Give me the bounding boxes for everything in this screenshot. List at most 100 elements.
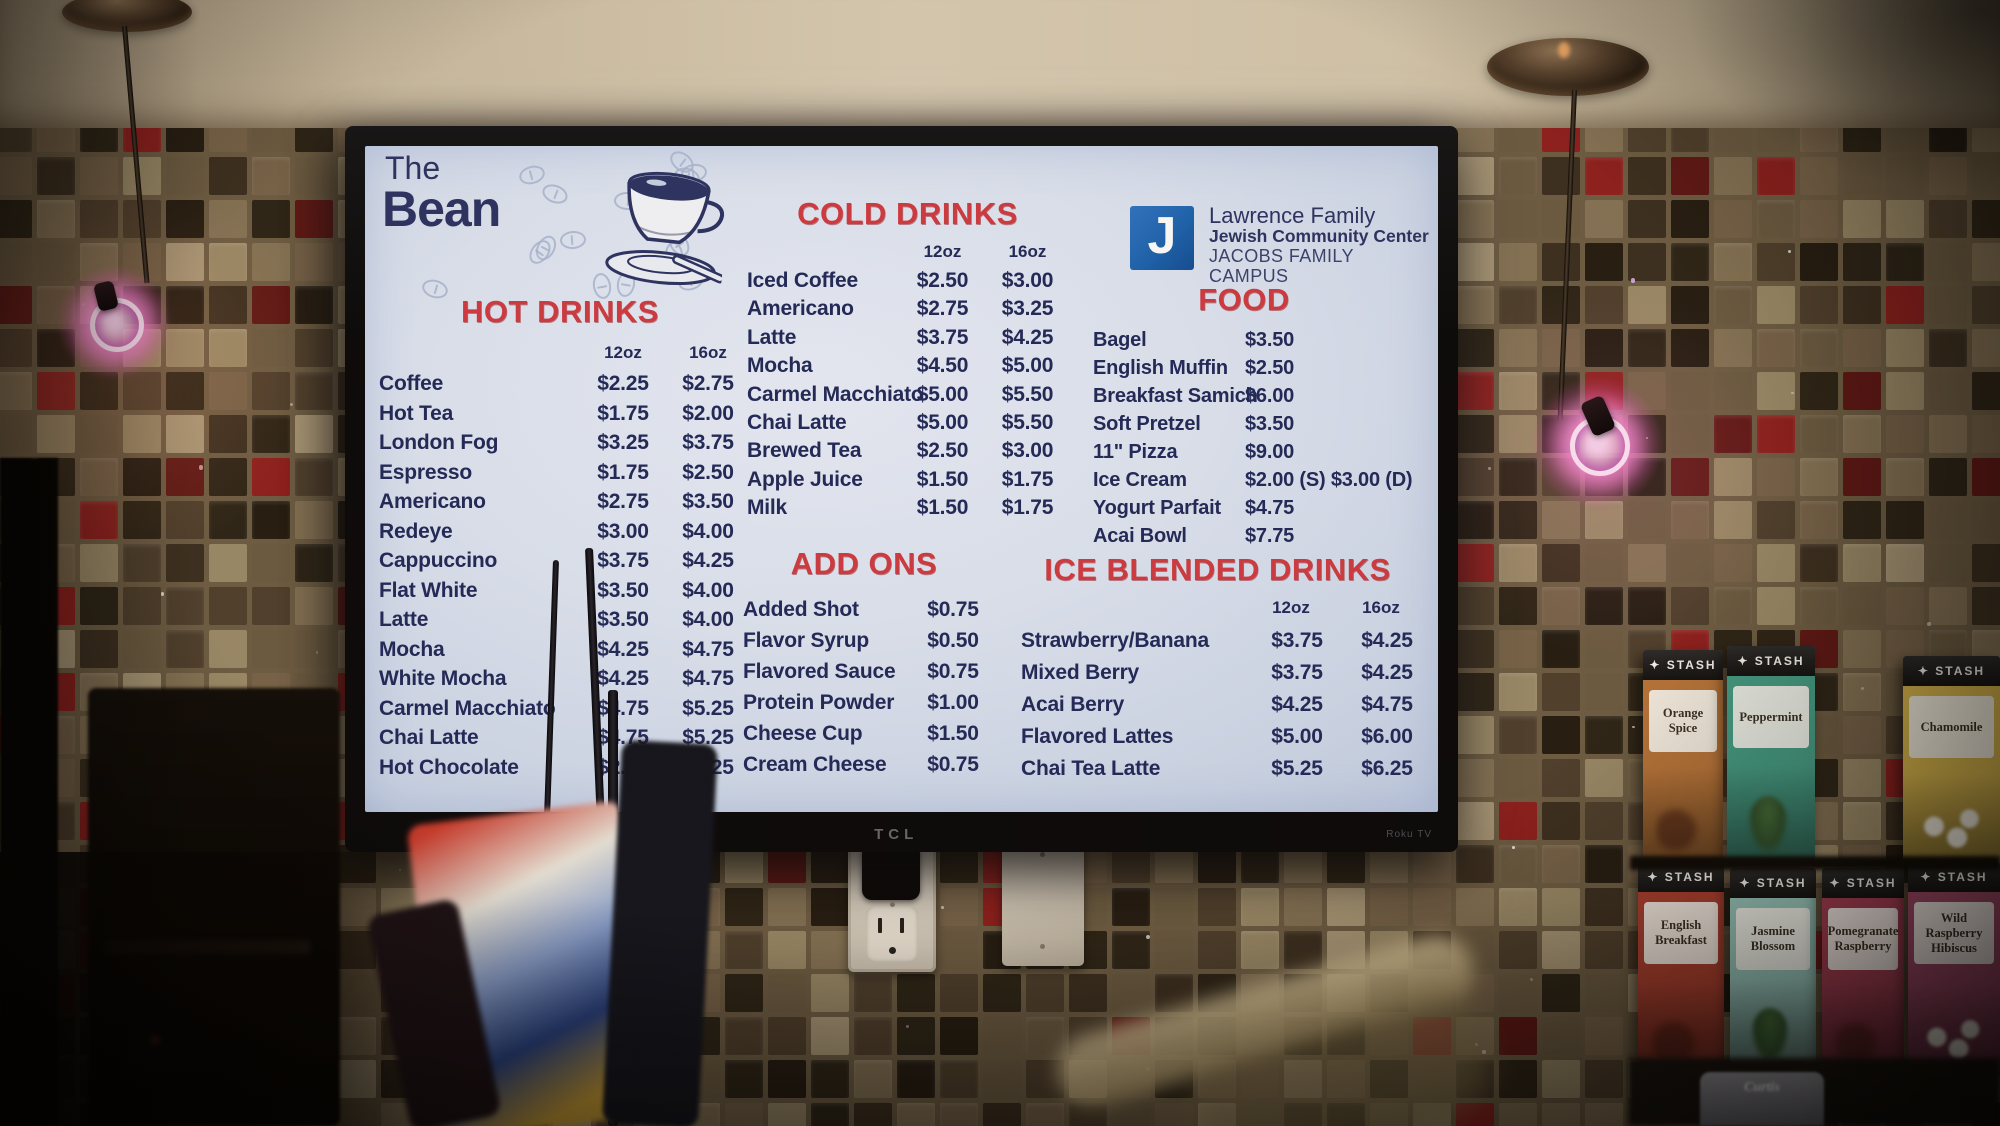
tile-sparkle — [160, 592, 165, 596]
stash-brand-band: ✦ STASH — [1643, 650, 1723, 680]
mosaic-tile — [295, 243, 333, 281]
mosaic-tile — [1499, 458, 1537, 496]
item-name: Strawberry/Banana — [1021, 629, 1210, 652]
mosaic-tile — [123, 544, 161, 582]
menu-item-row: Americano $2.75 $3.25 — [735, 295, 1080, 323]
mosaic-tile — [0, 157, 32, 195]
mosaic-tile — [1112, 1060, 1150, 1098]
mosaic-tile — [1843, 243, 1881, 281]
mosaic-tile — [80, 544, 118, 582]
section-title: COLD DRINKS — [797, 196, 1018, 231]
mosaic-tile — [1671, 544, 1709, 582]
mosaic-tile — [1112, 1017, 1150, 1055]
menu-item-row: Chai Latte $5.00 $5.50 — [735, 409, 1080, 437]
mosaic-tile — [1542, 716, 1580, 754]
item-price: $1.75 — [1001, 496, 1054, 520]
mosaic-tile — [1370, 1017, 1408, 1055]
jcc-text: Lawrence Family Jewish Community Center … — [1209, 204, 1435, 286]
mosaic-tile — [1241, 1017, 1279, 1055]
item-price: $2.75 — [916, 297, 969, 321]
mosaic-tile — [1886, 415, 1924, 453]
mosaic-tile — [80, 587, 118, 625]
size-12oz: 12oz — [923, 242, 962, 261]
item-price: $4.50 — [916, 354, 969, 378]
menu-item-row: Breakfast Samich $6.00 — [1093, 382, 1395, 410]
tea-flavor-label: Wild Raspberry Hibiscus — [1914, 902, 1994, 964]
stash-brand-band: ✦ STASH — [1903, 656, 2000, 686]
mosaic-tile — [1413, 974, 1451, 1012]
mosaic-tile — [80, 157, 118, 195]
item-price: $4.75 — [1245, 497, 1295, 519]
mosaic-tile — [768, 888, 806, 926]
mosaic-tile — [1284, 888, 1322, 926]
mosaic-tile — [1542, 544, 1580, 582]
mosaic-tile — [1069, 974, 1107, 1012]
mosaic-tile — [1585, 329, 1623, 367]
mosaic-tile — [1499, 888, 1537, 926]
mosaic-tile — [295, 329, 333, 367]
item-price: $5.00 — [1001, 354, 1054, 378]
menu-item-row: Apple Juice $1.50 $1.75 — [735, 466, 1080, 494]
mosaic-tile — [1886, 200, 1924, 238]
mosaic-tile — [209, 243, 247, 281]
mosaic-tile — [1542, 1017, 1580, 1055]
mosaic-tile — [1069, 1017, 1107, 1055]
mosaic-tile — [811, 888, 849, 926]
item-price: $3.00 — [1001, 439, 1054, 463]
mosaic-tile — [295, 544, 333, 582]
stash-tea-box: ✦ STASH Pomegranate Raspberry — [1822, 868, 1904, 1073]
item-price: $2.50 — [1245, 357, 1295, 379]
mosaic-tile — [725, 974, 763, 1012]
item-price: $1.75 — [1001, 467, 1054, 491]
mosaic-tile — [1671, 329, 1709, 367]
mosaic-tile — [252, 372, 290, 410]
mosaic-tile — [768, 1060, 806, 1098]
mosaic-tile — [1800, 200, 1838, 238]
jcc-logo-block: J Lawrence Family Jewish Community Cente… — [1125, 204, 1435, 286]
mosaic-tile — [166, 458, 204, 496]
mosaic-tile — [1714, 544, 1752, 582]
mosaic-tile — [1284, 1103, 1322, 1126]
mosaic-tile — [725, 1103, 763, 1126]
section-title: FOOD — [1198, 282, 1290, 317]
mosaic-tile — [1628, 286, 1666, 324]
mosaic-tile — [209, 630, 247, 668]
jcc-monogram: J — [1130, 206, 1194, 270]
mosaic-tile — [1499, 845, 1537, 883]
mosaic-tile — [252, 243, 290, 281]
mosaic-tile — [1714, 587, 1752, 625]
mosaic-tile — [1456, 931, 1494, 969]
mosaic-tile — [1241, 974, 1279, 1012]
mosaic-tile — [0, 415, 32, 453]
mosaic-tile — [1585, 200, 1623, 238]
item-name: Mixed Berry — [1021, 661, 1140, 684]
tea-box-artwork — [1730, 980, 1816, 1068]
mosaic-tile — [1671, 587, 1709, 625]
mosaic-tile — [1456, 845, 1494, 883]
mosaic-tile — [80, 415, 118, 453]
mosaic-tile — [123, 372, 161, 410]
mosaic-tile — [1542, 157, 1580, 195]
mosaic-tile — [80, 501, 118, 539]
item-name: Flavor Syrup — [743, 629, 869, 652]
item-price: $5.00 — [916, 382, 969, 406]
mosaic-tile — [1155, 888, 1193, 926]
mosaic-tile — [1929, 458, 1967, 496]
mosaic-tile — [1542, 673, 1580, 711]
mosaic-tile — [1542, 845, 1580, 883]
item-price: $5.50 — [1001, 382, 1054, 406]
mosaic-tile — [1585, 630, 1623, 668]
menu-rows: Coffee $2.25 $2.75 Hot Tea $1.75 $2.00 London … — [375, 369, 745, 782]
mosaic-tile — [1886, 544, 1924, 582]
mosaic-tile — [1456, 759, 1494, 797]
mosaic-tile — [37, 415, 75, 453]
menu-tv: The Bean HOT — [345, 126, 1458, 852]
mosaic-tile — [295, 501, 333, 539]
mosaic-tile — [1456, 716, 1494, 754]
mosaic-tile — [1800, 544, 1838, 582]
mosaic-tile — [0, 286, 32, 324]
mosaic-tile — [1843, 157, 1881, 195]
blank-wall-plate — [1002, 838, 1084, 966]
item-price: $3.00 — [597, 519, 649, 543]
tile-sparkle — [1926, 621, 1931, 626]
